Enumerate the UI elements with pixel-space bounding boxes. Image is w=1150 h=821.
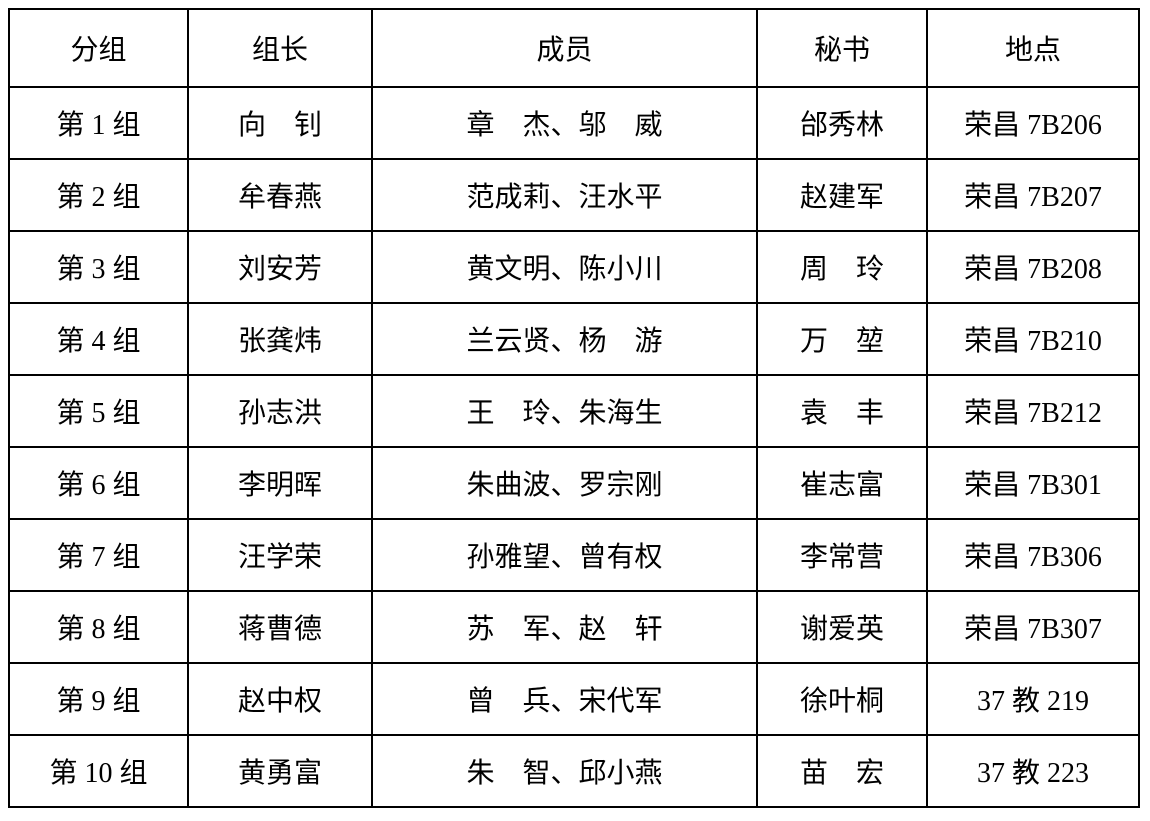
- cell-group: 第 5 组: [8, 374, 189, 448]
- table-header-row: 分组 组长 成员 秘书 地点: [8, 8, 1140, 88]
- table-row: 第 9 组 赵中权 曾 兵、宋代军 徐叶桐 37 教 219: [8, 662, 1140, 736]
- cell-leader: 汪学荣: [187, 518, 373, 592]
- cell-secretary: 邰秀林: [756, 86, 928, 160]
- cell-group: 第 1 组: [8, 86, 189, 160]
- table-row: 第 3 组 刘安芳 黄文明、陈小川 周 玲 荣昌 7B208: [8, 230, 1140, 304]
- cell-location: 37 教 223: [926, 734, 1140, 808]
- table-row: 第 1 组 向 钊 章 杰、邬 威 邰秀林 荣昌 7B206: [8, 86, 1140, 160]
- cell-members: 苏 军、赵 轩: [371, 590, 758, 664]
- cell-members: 曾 兵、宋代军: [371, 662, 758, 736]
- cell-location: 荣昌 7B301: [926, 446, 1140, 520]
- cell-group: 第 7 组: [8, 518, 189, 592]
- header-cell-leader: 组长: [187, 8, 373, 88]
- table-row: 第 10 组 黄勇富 朱 智、邱小燕 苗 宏 37 教 223: [8, 734, 1140, 808]
- cell-location: 荣昌 7B207: [926, 158, 1140, 232]
- cell-leader: 李明晖: [187, 446, 373, 520]
- table-row: 第 6 组 李明晖 朱曲波、罗宗刚 崔志富 荣昌 7B301: [8, 446, 1140, 520]
- cell-location: 荣昌 7B307: [926, 590, 1140, 664]
- table-row: 第 7 组 汪学荣 孙雅望、曾有权 李常营 荣昌 7B306: [8, 518, 1140, 592]
- cell-leader: 赵中权: [187, 662, 373, 736]
- cell-secretary: 徐叶桐: [756, 662, 928, 736]
- table-row: 第 5 组 孙志洪 王 玲、朱海生 袁 丰 荣昌 7B212: [8, 374, 1140, 448]
- cell-location: 荣昌 7B306: [926, 518, 1140, 592]
- cell-members: 朱曲波、罗宗刚: [371, 446, 758, 520]
- cell-leader: 蒋曹德: [187, 590, 373, 664]
- cell-secretary: 万 堃: [756, 302, 928, 376]
- cell-members: 章 杰、邬 威: [371, 86, 758, 160]
- cell-secretary: 苗 宏: [756, 734, 928, 808]
- cell-leader: 孙志洪: [187, 374, 373, 448]
- cell-secretary: 谢爱英: [756, 590, 928, 664]
- cell-secretary: 周 玲: [756, 230, 928, 304]
- cell-leader: 向 钊: [187, 86, 373, 160]
- cell-secretary: 崔志富: [756, 446, 928, 520]
- table-row: 第 8 组 蒋曹德 苏 军、赵 轩 谢爱英 荣昌 7B307: [8, 590, 1140, 664]
- cell-leader: 张龚炜: [187, 302, 373, 376]
- group-assignment-table: 分组 组长 成员 秘书 地点 第 1 组 向 钊 章 杰、邬 威 邰秀林 荣昌 …: [8, 8, 1140, 808]
- cell-location: 荣昌 7B210: [926, 302, 1140, 376]
- cell-group: 第 6 组: [8, 446, 189, 520]
- cell-members: 兰云贤、杨 游: [371, 302, 758, 376]
- cell-members: 黄文明、陈小川: [371, 230, 758, 304]
- cell-location: 37 教 219: [926, 662, 1140, 736]
- cell-group: 第 10 组: [8, 734, 189, 808]
- cell-location: 荣昌 7B212: [926, 374, 1140, 448]
- header-cell-group: 分组: [8, 8, 189, 88]
- cell-group: 第 4 组: [8, 302, 189, 376]
- cell-group: 第 9 组: [8, 662, 189, 736]
- header-cell-secretary: 秘书: [756, 8, 928, 88]
- cell-group: 第 2 组: [8, 158, 189, 232]
- cell-secretary: 赵建军: [756, 158, 928, 232]
- cell-members: 孙雅望、曾有权: [371, 518, 758, 592]
- cell-location: 荣昌 7B208: [926, 230, 1140, 304]
- header-cell-members: 成员: [371, 8, 758, 88]
- cell-secretary: 袁 丰: [756, 374, 928, 448]
- cell-members: 范成莉、汪水平: [371, 158, 758, 232]
- cell-secretary: 李常营: [756, 518, 928, 592]
- cell-members: 王 玲、朱海生: [371, 374, 758, 448]
- table-row: 第 2 组 牟春燕 范成莉、汪水平 赵建军 荣昌 7B207: [8, 158, 1140, 232]
- cell-leader: 刘安芳: [187, 230, 373, 304]
- cell-group: 第 3 组: [8, 230, 189, 304]
- cell-leader: 黄勇富: [187, 734, 373, 808]
- cell-leader: 牟春燕: [187, 158, 373, 232]
- table-row: 第 4 组 张龚炜 兰云贤、杨 游 万 堃 荣昌 7B210: [8, 302, 1140, 376]
- cell-group: 第 8 组: [8, 590, 189, 664]
- header-cell-location: 地点: [926, 8, 1140, 88]
- cell-members: 朱 智、邱小燕: [371, 734, 758, 808]
- cell-location: 荣昌 7B206: [926, 86, 1140, 160]
